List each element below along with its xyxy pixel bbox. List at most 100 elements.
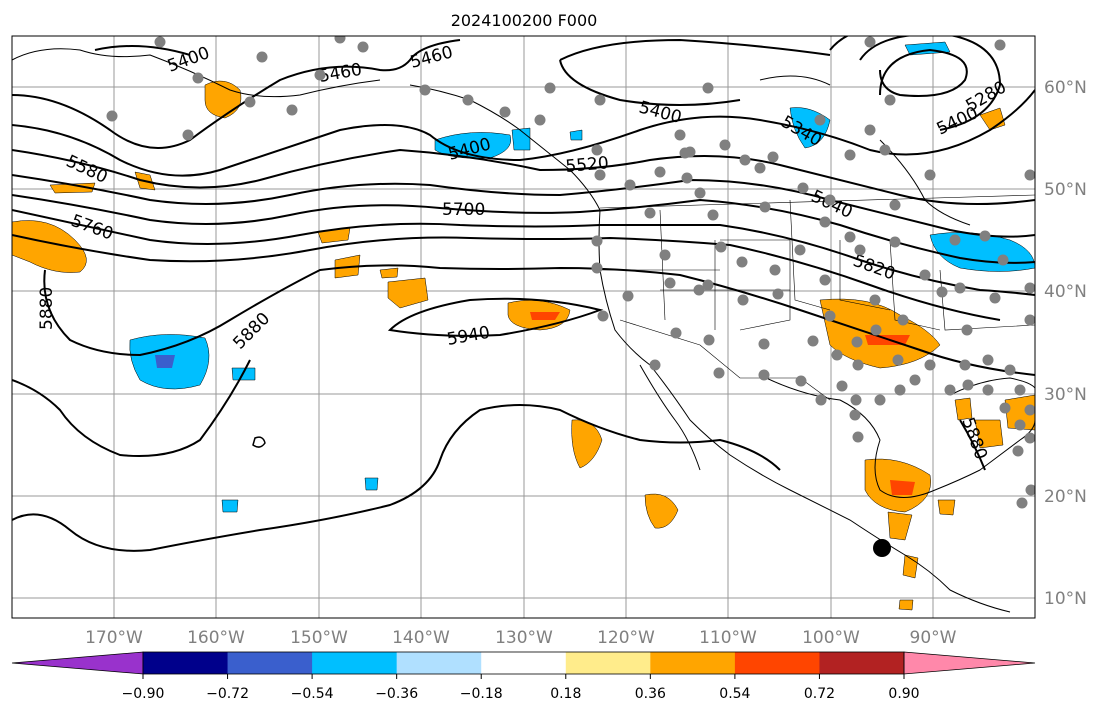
height-contours [12,36,1035,552]
station-dot [544,82,556,94]
station-dot [815,394,827,406]
lon-tick-label: 90°W [910,628,957,648]
station-dot [982,384,994,396]
station-dot [849,409,861,421]
station-dot [869,294,881,306]
station-dot [644,207,656,219]
station-dot [852,359,864,371]
gridlines [12,36,1035,618]
lon-tick-label: 140°W [392,628,450,648]
station-dot [759,201,771,213]
coastlines [12,48,1035,613]
station-dot [769,264,781,276]
station-dot [659,249,671,261]
colorbar-tick-label: 0.90 [888,686,919,702]
colorbar-tick-label: −0.90 [122,686,165,702]
station-dot [844,231,856,243]
station-dot [192,72,204,84]
station-dot [954,282,966,294]
station-dot [1024,314,1035,326]
station-dot [154,36,166,48]
station-dot [994,39,1006,51]
station-dot [1014,384,1026,396]
station-dot [814,114,826,126]
station-dot [894,384,906,396]
latitude-labels: 60°N 50°N 40°N 30°N 20°N 10°N [1044,78,1087,609]
station-dot [979,230,991,242]
colorbar-tick-label: −0.36 [375,686,418,702]
station-dot [419,84,431,96]
station-dot [836,380,848,392]
lat-tick-label: 20°N [1044,487,1087,507]
station-dot [624,179,636,191]
lon-tick-label: 130°W [495,628,553,648]
station-dot [959,359,971,371]
station-dot [684,146,696,158]
station-dot [794,244,806,256]
station-dot [819,216,831,228]
station-dot [1016,497,1028,509]
station-dot [897,314,909,326]
station-dot [1014,419,1026,431]
station-dot [758,369,770,381]
station-dot [256,51,268,63]
station-dot [1024,404,1035,416]
station-dot [591,262,603,274]
station-dot [889,199,901,211]
station-dot [795,375,807,387]
station-dot [736,256,748,268]
station-dot [944,384,956,396]
colorbar-tick-label: 0.72 [804,686,835,702]
lat-tick-label: 30°N [1044,385,1087,405]
station-dot [1024,169,1035,181]
colorbar-tick-label: −0.72 [206,686,249,702]
station-dot [892,354,904,366]
station-dot [693,284,705,296]
station-dot [924,169,936,181]
station-dot [767,151,779,163]
station-dot [182,129,194,141]
lat-tick-label: 40°N [1044,282,1087,302]
storm-center-icon [873,539,891,557]
station-dot [649,359,661,371]
colorbar-extend-min [11,651,144,675]
lat-tick-label: 60°N [1044,78,1087,98]
contour-label: 5700 [442,200,485,220]
station-dot [462,94,474,106]
colorbar-tick-label: 0.18 [550,686,581,702]
station-dot [924,359,936,371]
colorbar-segment [734,652,820,674]
station-dot [719,139,731,151]
map-frame [11,35,1036,619]
station-dot [707,209,719,221]
station-dot [286,104,298,116]
lon-tick-label: 120°W [597,628,655,648]
lon-tick-label: 170°W [85,628,143,648]
station-dot [850,394,862,406]
station-dot [499,106,511,118]
station-dot [737,294,749,306]
station-dot [1025,484,1035,496]
colorbar-segment [143,652,229,674]
station-dot [703,334,715,346]
station-dot [713,367,725,379]
station-dot [807,335,819,347]
station-dot [949,234,961,246]
station-dot [854,244,866,256]
station-dot [851,336,863,348]
station-dot [715,241,727,253]
station-dot [1012,445,1024,457]
colorbar-tick-label: −0.18 [460,686,503,702]
colorbar-labels: −0.90 −0.72 −0.54 −0.36 −0.18 0.18 0.36 0.54 0.7… [122,674,920,702]
station-dot [681,172,693,184]
station-dots [106,36,1035,509]
lat-tick-label: 50°N [1044,180,1087,200]
station-dot [664,277,676,289]
colorbar-tick-label: 0.36 [635,686,666,702]
station-dot [919,269,931,281]
contour-label: 5880 [37,287,57,330]
station-dot [702,279,714,291]
colorbar-segment [650,652,736,674]
colorbar-segment [227,652,313,674]
